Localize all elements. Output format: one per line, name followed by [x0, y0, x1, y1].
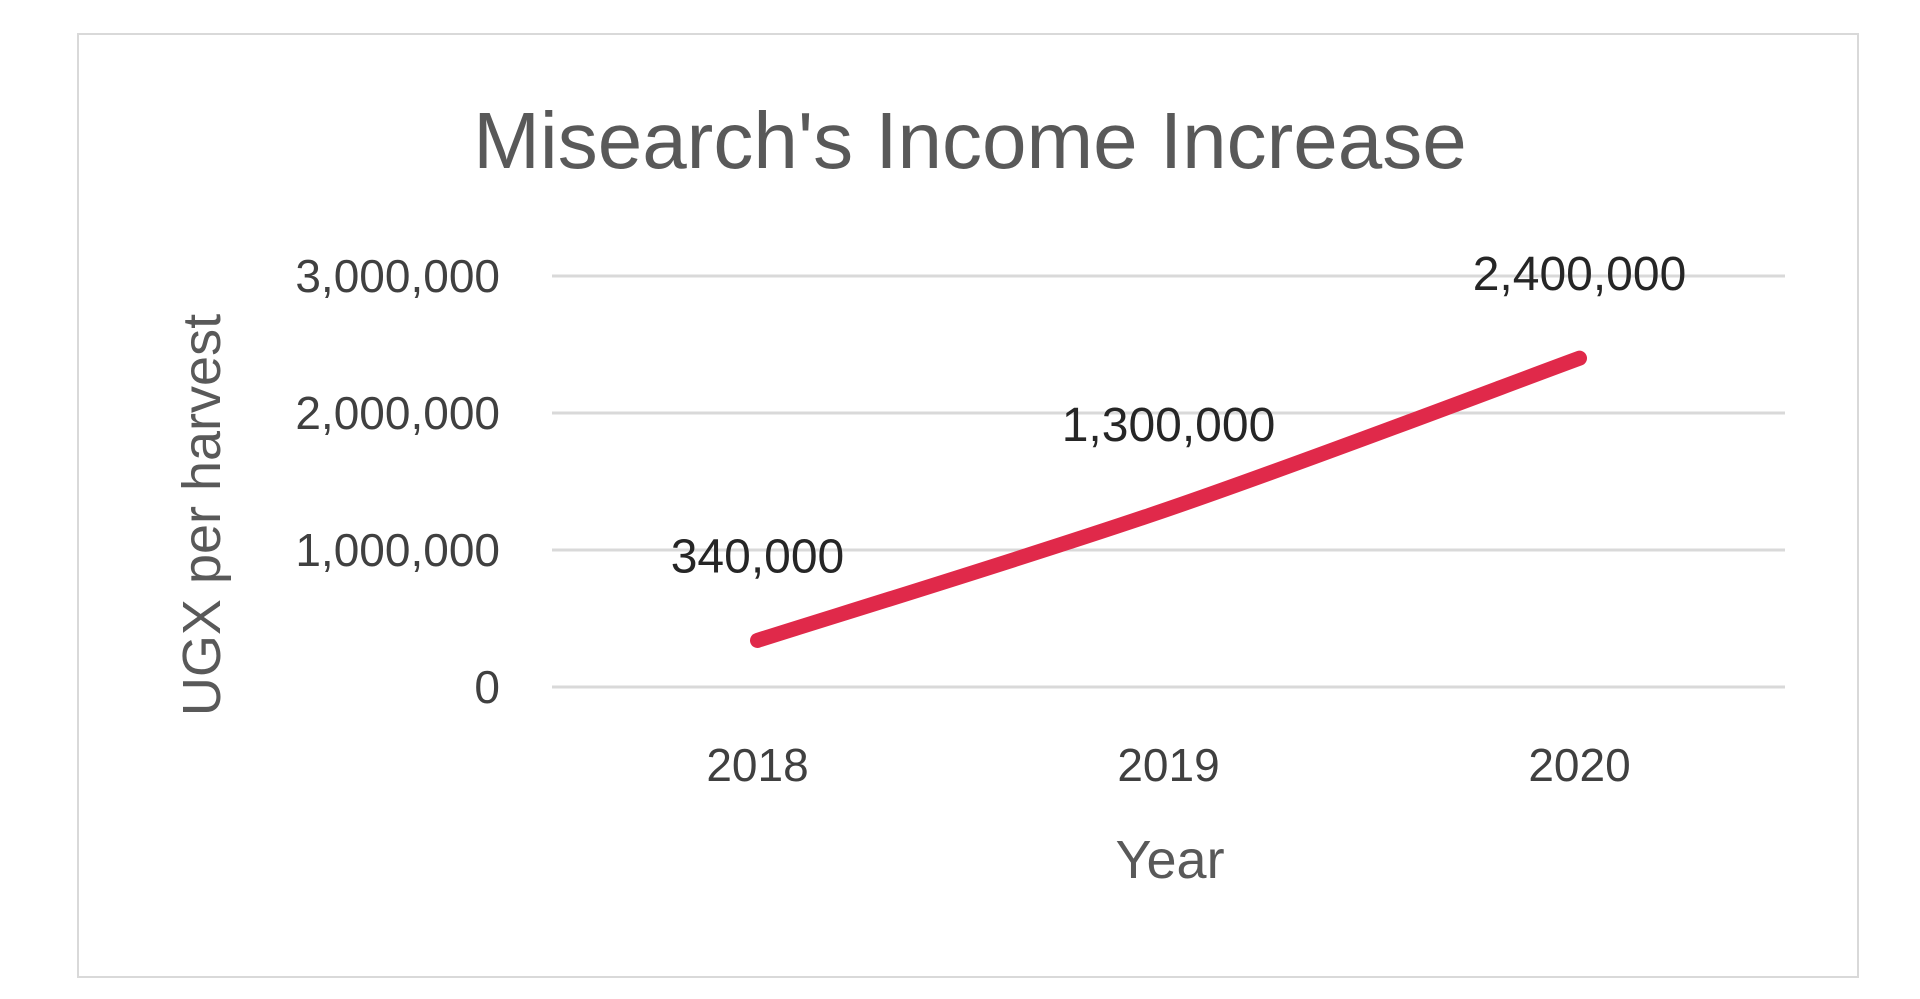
y-tick-label: 3,000,000	[295, 250, 500, 302]
x-axis-title: Year	[1115, 830, 1224, 890]
chart-title: Misearch's Income Increase	[473, 96, 1466, 185]
gridlines	[552, 274, 1785, 689]
data-label: 1,300,000	[1062, 399, 1276, 452]
x-tick-label: 2018	[706, 739, 808, 791]
y-axis-ticks: 0 1,000,000 2,000,000 3,000,000	[295, 250, 500, 713]
y-axis-title: UGX per harvest	[172, 314, 232, 716]
y-tick-label: 0	[474, 661, 500, 713]
series-lines	[750, 350, 1587, 648]
data-label: 340,000	[671, 530, 845, 583]
y-tick-label: 2,000,000	[295, 387, 500, 439]
chart-frame	[77, 33, 1859, 978]
series-line	[750, 350, 1587, 648]
x-tick-label: 2019	[1117, 739, 1219, 791]
x-axis-ticks: 2018 2019 2020	[706, 739, 1630, 791]
y-tick-label: 1,000,000	[295, 524, 500, 576]
data-labels: 340,000 1,300,000 2,400,000	[671, 248, 1687, 583]
x-tick-label: 2020	[1528, 739, 1630, 791]
data-label: 2,400,000	[1473, 248, 1687, 301]
